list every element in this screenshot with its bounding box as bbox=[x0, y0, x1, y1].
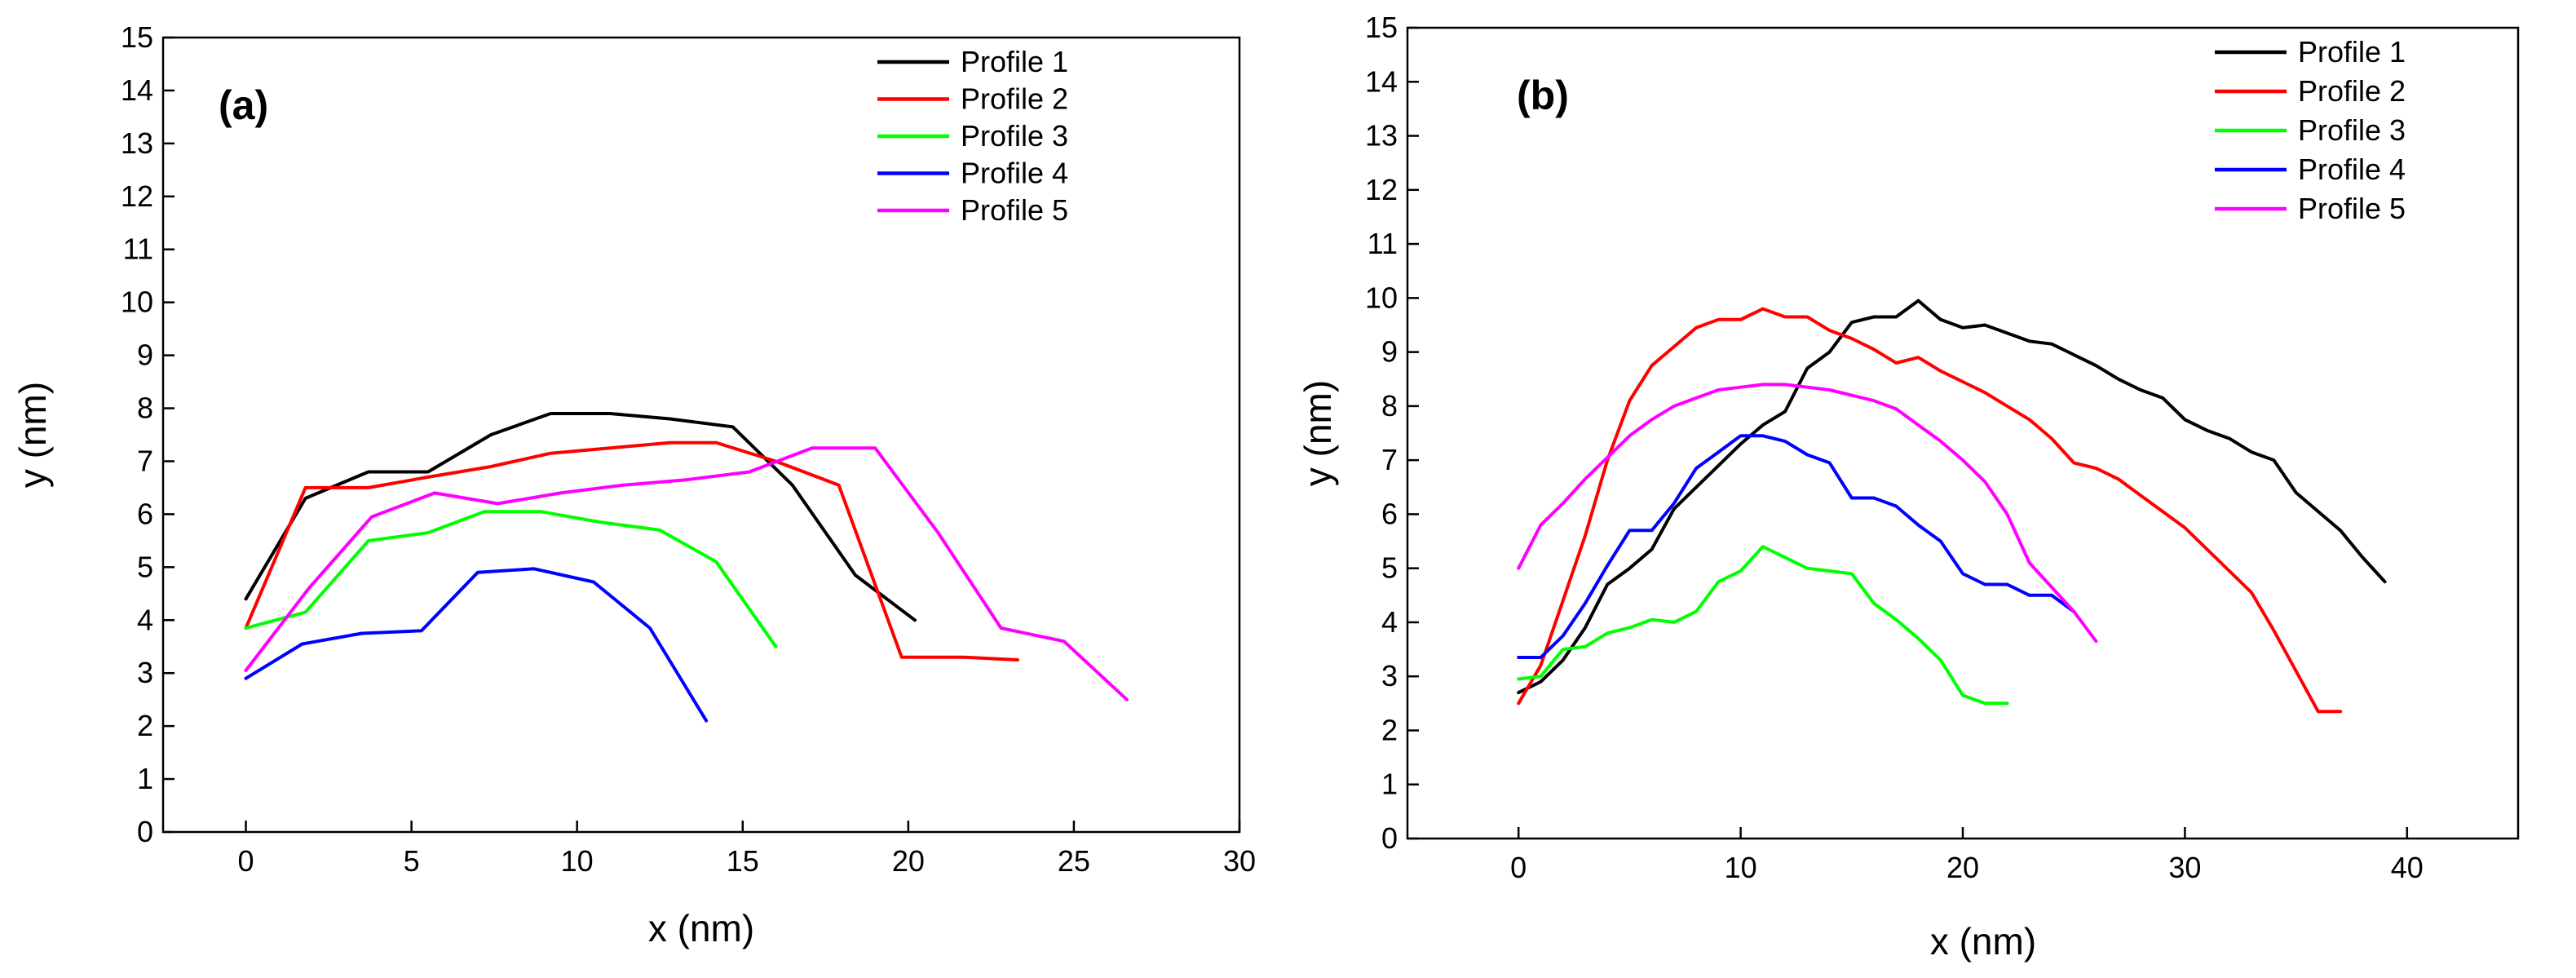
legend-label-b-5: Profile 5 bbox=[2298, 192, 2406, 225]
y-tick-label-b: 15 bbox=[1365, 11, 1398, 44]
legend-label-b-1: Profile 1 bbox=[2298, 35, 2406, 69]
y-tick-label-b: 6 bbox=[1381, 497, 1398, 530]
series-line-b-profile-4 bbox=[1517, 434, 2076, 659]
x-tick-label-a: 5 bbox=[404, 844, 420, 878]
y-tick-label-a: 8 bbox=[137, 392, 153, 425]
y-tick-label-a: 12 bbox=[121, 179, 153, 213]
series-line-a-profile-5 bbox=[244, 446, 1129, 701]
plot-frame-b bbox=[1406, 26, 2520, 840]
series-line-b-profile-2 bbox=[1517, 307, 2343, 714]
panel-label-a: (a) bbox=[219, 82, 268, 128]
y-axis-label-b: y (nm) bbox=[1297, 380, 1339, 486]
x-tick-label-b: 30 bbox=[2168, 851, 2201, 884]
y-tick-label-a: 9 bbox=[137, 339, 153, 372]
y-tick-label-a: 3 bbox=[137, 656, 153, 689]
y-tick-label-a: 10 bbox=[121, 285, 153, 319]
legend-b: Profile 1 Profile 2 Profile 3 Profile 4 Prof… bbox=[2215, 35, 2406, 225]
y-tick-label-a: 5 bbox=[137, 550, 153, 583]
y-tick-label-b: 14 bbox=[1365, 64, 1398, 98]
y-tick-label-a: 0 bbox=[137, 815, 153, 848]
y-tick-label-a: 2 bbox=[137, 709, 153, 742]
x-tick-label-a: 25 bbox=[1058, 844, 1090, 878]
y-tick-label-a: 4 bbox=[137, 603, 153, 636]
y-tick-label-a: 7 bbox=[137, 444, 153, 477]
x-tick-label-a: 30 bbox=[1223, 844, 1256, 878]
x-ticks-a: 0 5 10 15 20 25 30 bbox=[238, 821, 1256, 878]
y-axis-label-a: y (nm) bbox=[11, 382, 54, 488]
legend-label-b-4: Profile 4 bbox=[2298, 153, 2406, 186]
y-tick-label-b: 9 bbox=[1381, 335, 1398, 369]
series-line-a-profile-1 bbox=[244, 412, 917, 622]
y-tick-label-b: 2 bbox=[1381, 713, 1398, 746]
y-tick-label-b: 5 bbox=[1381, 551, 1398, 585]
x-tick-label-b: 10 bbox=[1725, 851, 1757, 884]
y-tick-label-b: 13 bbox=[1365, 119, 1398, 153]
legend-label-a-2: Profile 2 bbox=[961, 82, 1068, 116]
x-tick-label-a: 10 bbox=[561, 844, 594, 878]
y-tick-label-a: 11 bbox=[123, 232, 153, 266]
x-tick-label-a: 15 bbox=[727, 844, 759, 878]
series-group-b bbox=[1517, 299, 2387, 714]
x-tick-label-a: 20 bbox=[892, 844, 925, 878]
y-tick-label-b: 12 bbox=[1365, 173, 1398, 206]
legend-label-a-4: Profile 4 bbox=[961, 157, 1068, 190]
y-tick-label-b: 4 bbox=[1381, 605, 1398, 639]
series-line-a-profile-2 bbox=[244, 440, 1019, 662]
y-tick-label-a: 14 bbox=[121, 73, 153, 107]
x-axis-label-b: x (nm) bbox=[1930, 920, 2036, 963]
y-tick-label-a: 13 bbox=[121, 126, 153, 160]
series-line-a-profile-4 bbox=[244, 567, 709, 723]
plot-frame-a bbox=[161, 36, 1241, 834]
y-tick-label-b: 8 bbox=[1381, 389, 1398, 423]
y-tick-label-b: 1 bbox=[1381, 768, 1398, 801]
y-tick-label-a: 6 bbox=[137, 497, 153, 530]
x-ticks-b: 0 10 20 30 40 bbox=[1510, 827, 2424, 884]
legend-label-b-2: Profile 2 bbox=[2298, 74, 2406, 108]
series-line-b-profile-5 bbox=[1517, 383, 2098, 644]
x-axis-label-a: x (nm) bbox=[648, 907, 754, 949]
series-group-a bbox=[244, 412, 1129, 723]
y-tick-label-b: 10 bbox=[1365, 281, 1398, 314]
x-tick-label-a: 0 bbox=[238, 844, 254, 878]
y-tick-label-b: 3 bbox=[1381, 659, 1398, 693]
legend-label-b-3: Profile 3 bbox=[2298, 113, 2406, 147]
x-tick-label-b: 0 bbox=[1510, 851, 1527, 884]
panel-label-b: (b) bbox=[1517, 73, 1569, 118]
legend-label-a-1: Profile 1 bbox=[961, 45, 1068, 78]
x-tick-label-b: 20 bbox=[1946, 851, 1979, 884]
y-tick-label-a: 15 bbox=[121, 20, 153, 54]
legend-label-a-3: Profile 3 bbox=[961, 119, 1068, 153]
series-line-a-profile-3 bbox=[244, 510, 778, 648]
y-tick-label-a: 1 bbox=[137, 762, 153, 795]
legend-label-a-5: Profile 5 bbox=[961, 193, 1068, 227]
series-line-b-profile-1 bbox=[1517, 299, 2387, 695]
y-tick-label-b: 11 bbox=[1368, 227, 1398, 260]
y-tick-label-b: 0 bbox=[1381, 821, 1398, 855]
x-tick-label-b: 40 bbox=[2391, 851, 2424, 884]
y-tick-label-b: 7 bbox=[1381, 443, 1398, 476]
series-line-b-profile-3 bbox=[1517, 545, 2009, 706]
